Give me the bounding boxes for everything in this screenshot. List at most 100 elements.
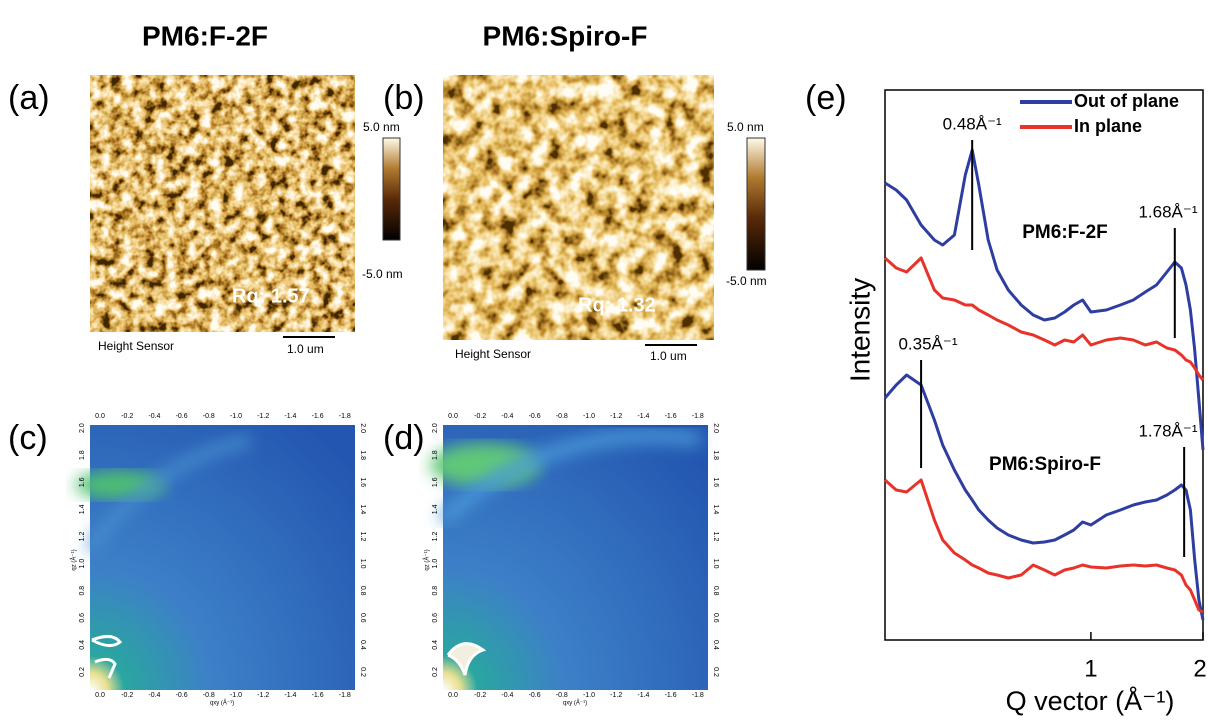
peak-label: 0.35Å⁻¹ — [898, 334, 957, 353]
panel-label: (d) — [383, 419, 425, 457]
diffraction-feature — [446, 642, 487, 676]
qz-tick-label: 2.0 — [79, 423, 86, 433]
scale-min: -5.0 nm — [362, 267, 403, 281]
qz-tick-label: 0.2 — [432, 667, 439, 677]
peak-label: 0.48Å⁻¹ — [943, 114, 1002, 133]
qxy-tick-label: -1.6 — [312, 413, 324, 420]
qz-tick-label: 0.4 — [359, 640, 366, 650]
qxy-tick-label: -0.6 — [176, 692, 188, 699]
qz-tick-label: 1.4 — [712, 505, 719, 515]
qxy-tick-label: -1.6 — [665, 413, 677, 420]
scale-min: -5.0 nm — [726, 274, 767, 288]
afm-image — [90, 75, 355, 332]
qz-tick-label: 2.0 — [359, 423, 366, 433]
scale-bar-label: 1.0 um — [287, 342, 324, 356]
diffraction-ring — [85, 435, 252, 553]
panel-label: (e) — [805, 79, 847, 117]
sample-label: PM6:Spiro-F — [989, 454, 1101, 475]
qz-tick-label: 0.6 — [432, 613, 439, 623]
plot-frame — [884, 89, 1204, 641]
qxy-tick-label: -0.2 — [474, 692, 486, 699]
qxy-tick-label: 0.0 — [95, 692, 105, 699]
qxy-tick-label: 0.0 — [448, 413, 458, 420]
qxy-axis-label: qxy (Å⁻¹) — [563, 700, 587, 707]
qxy-tick-label: -1.2 — [257, 413, 269, 420]
series-line — [883, 373, 1205, 621]
qz-tick-label: 1.8 — [359, 450, 366, 460]
qxy-tick-label: -1.8 — [692, 692, 704, 699]
qxy-tick-label: -1.0 — [583, 413, 595, 420]
qz-tick-label: 1.2 — [712, 532, 719, 542]
scale-max: 5.0 nm — [363, 120, 400, 134]
x-tick-label: 1 — [1084, 655, 1097, 682]
column-title: PM6:Spiro-F — [483, 20, 648, 51]
roughness: Rq: 1.32 — [578, 294, 656, 316]
qxy-tick-label: 0.0 — [95, 413, 105, 420]
diffraction-ring — [438, 429, 702, 526]
qxy-tick-label: -1.4 — [284, 413, 296, 420]
giwaxs-image — [90, 425, 355, 690]
qz-tick-label: 1.4 — [79, 504, 86, 514]
qxy-tick-label: -1.8 — [339, 413, 351, 420]
qz-tick-label: 1.2 — [432, 532, 439, 542]
afm-images — [90, 75, 766, 346]
qxy-tick-label: -0.8 — [203, 692, 215, 699]
diffraction-feature — [91, 635, 123, 679]
qz-tick-label: 0.6 — [712, 613, 719, 623]
color-bar — [746, 137, 766, 271]
scale-bar-label: 1.0 um — [650, 349, 687, 363]
qxy-tick-label: -0.8 — [203, 413, 215, 420]
panel-label: (a) — [8, 79, 50, 117]
qxy-tick-label: -1.4 — [637, 413, 649, 420]
qxy-tick-label: -0.4 — [148, 692, 160, 699]
qz-tick-label: 1.4 — [359, 505, 366, 515]
qz-tick-label: 0.6 — [79, 613, 86, 623]
sample-label: PM6:F-2F — [1022, 222, 1108, 243]
qxy-tick-label: -1.4 — [284, 692, 296, 699]
qz-tick-label: 1.0 — [712, 559, 719, 569]
qxy-tick-label: -1.2 — [257, 692, 269, 699]
qz-tick-label: 1.0 — [79, 559, 86, 569]
series-line — [884, 256, 1205, 381]
column-title: PM6:F-2F — [142, 20, 268, 51]
y-axis-label: Intensity — [844, 278, 875, 382]
qz-tick-label: 1.8 — [712, 450, 719, 460]
x-axis-label: Q vector (Å⁻¹) — [1006, 685, 1175, 716]
qxy-tick-label: -0.6 — [529, 413, 541, 420]
qz-tick-label: 0.4 — [712, 640, 719, 650]
qz-tick-label: 1.6 — [359, 477, 366, 487]
qz-tick-label: 0.4 — [79, 640, 86, 650]
sensor-label: Height Sensor — [98, 339, 174, 353]
qz-tick-label: 1.2 — [79, 532, 86, 542]
qxy-tick-label: -0.8 — [556, 692, 568, 699]
qxy-tick-label: -1.8 — [339, 692, 351, 699]
qz-axis-label: qz (Å⁻¹) — [424, 549, 431, 570]
qxy-tick-label: -0.6 — [529, 692, 541, 699]
qz-tick-label: 0.8 — [79, 586, 86, 596]
scale-max: 5.0 nm — [727, 120, 764, 134]
qxy-axis-label: qxy (Å⁻¹) — [210, 700, 234, 707]
qz-tick-label: 0.8 — [712, 586, 719, 596]
sensor-label: Height Sensor — [455, 347, 531, 361]
qz-tick-label: 0.8 — [432, 586, 439, 596]
qxy-tick-label: -1.0 — [583, 692, 595, 699]
peak-label: 1.68Å⁻¹ — [1138, 202, 1197, 221]
qz-tick-label: 2.0 — [432, 423, 439, 433]
afm-image — [443, 75, 714, 340]
qz-tick-label: 1.4 — [432, 504, 439, 514]
qz-tick-label: 2.0 — [712, 423, 719, 433]
qz-tick-label: 0.8 — [359, 586, 366, 596]
qz-tick-label: 1.2 — [359, 532, 366, 542]
qxy-tick-label: -1.2 — [610, 692, 622, 699]
qxy-tick-label: -0.4 — [501, 413, 513, 420]
qxy-tick-label: -1.4 — [637, 692, 649, 699]
qz-tick-label: 1.8 — [432, 450, 439, 460]
color-bar — [382, 137, 401, 241]
qz-tick-label: 0.2 — [359, 667, 366, 677]
qxy-tick-label: -1.0 — [230, 692, 242, 699]
series-line — [884, 478, 1204, 614]
qz-tick-label: 0.4 — [432, 640, 439, 650]
qxy-tick-label: -0.8 — [556, 413, 568, 420]
qxy-tick-label: -1.6 — [312, 692, 324, 699]
